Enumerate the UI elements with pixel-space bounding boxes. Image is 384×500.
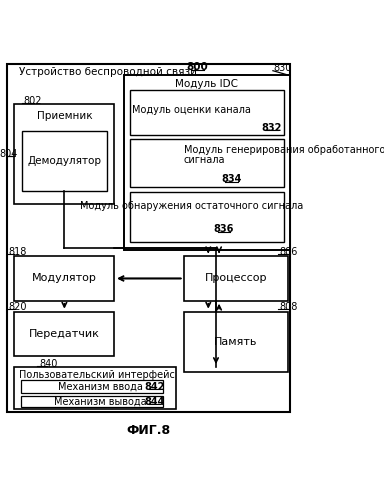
Text: Механизм вывода: Механизм вывода [54, 396, 147, 406]
Bar [22, 130, 107, 191]
Text: 842: 842 [144, 382, 165, 392]
Text: 832: 832 [261, 122, 281, 132]
Text: Устройство беспроводной связи: Устройство беспроводной связи [19, 68, 197, 78]
Text: 820: 820 [8, 302, 27, 312]
Bar [20, 396, 163, 407]
Text: 818: 818 [8, 246, 26, 256]
Text: 840: 840 [39, 359, 57, 369]
Text: 836: 836 [214, 224, 234, 234]
Bar [20, 380, 163, 393]
Text: Модулятор: Модулятор [32, 274, 97, 283]
Text: Процессор: Процессор [205, 274, 267, 283]
Text: Модуль IDC: Модуль IDC [175, 79, 238, 89]
Text: ФИГ.8: ФИГ.8 [126, 424, 170, 438]
Text: Модуль генерирования обработанного: Модуль генерирования обработанного [184, 145, 384, 155]
Text: Приемник: Приемник [36, 111, 92, 121]
Bar [14, 256, 114, 301]
Bar [14, 312, 114, 356]
Text: Демодулятор: Демодулятор [27, 156, 101, 166]
Text: 830: 830 [274, 64, 292, 74]
Text: 808: 808 [279, 302, 298, 312]
Bar [184, 256, 288, 301]
Text: 844: 844 [144, 396, 165, 406]
Bar [14, 104, 114, 204]
Bar [184, 312, 288, 372]
Bar [14, 367, 176, 408]
Text: 800: 800 [187, 62, 209, 72]
Text: Модуль оценки канала: Модуль оценки канала [132, 105, 251, 115]
Text: 804: 804 [0, 149, 17, 159]
Text: Модуль обнаружения остаточного сигнала: Модуль обнаружения остаточного сигнала [80, 201, 303, 211]
Text: Память: Память [214, 336, 258, 346]
Bar [130, 139, 284, 187]
Bar [124, 74, 290, 250]
Text: сигнала: сигнала [184, 155, 225, 165]
Bar [130, 90, 284, 134]
Text: Передатчик: Передатчик [29, 329, 100, 339]
Text: 834: 834 [221, 174, 242, 184]
Text: Пользовательский интерфейс: Пользовательский интерфейс [19, 370, 175, 380]
Text: 806: 806 [279, 246, 298, 256]
Bar [130, 192, 284, 242]
Text: Механизм ввода: Механизм ввода [58, 382, 143, 392]
Text: 802: 802 [23, 96, 42, 106]
